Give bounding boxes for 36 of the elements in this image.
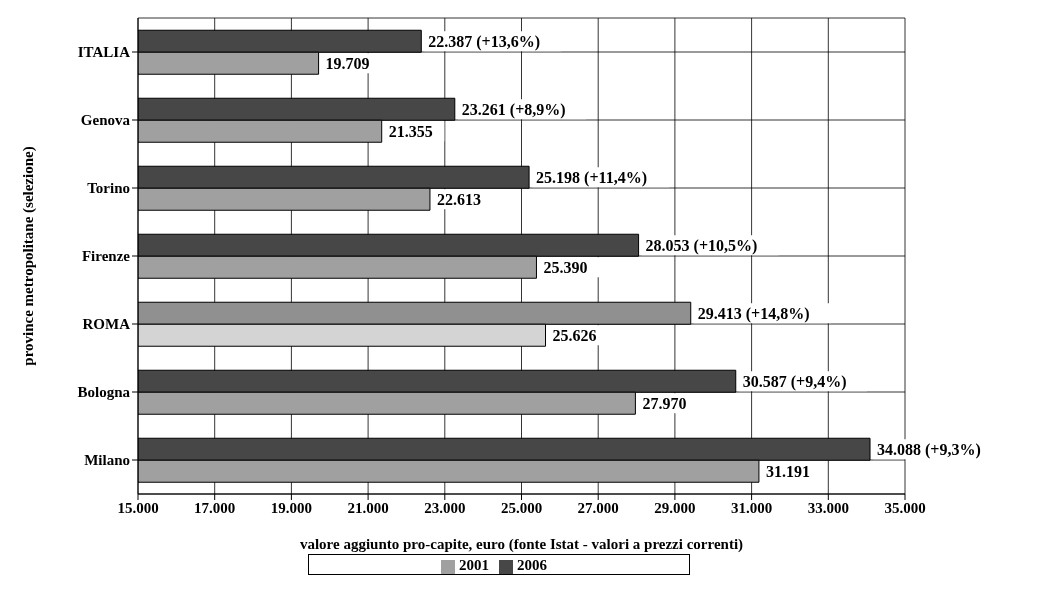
x-tick-label: 31.000: [730, 499, 773, 516]
legend-label: 2006: [517, 557, 547, 573]
x-tick-label: 27.000: [577, 499, 619, 516]
x-tick-label: 17.000: [194, 499, 236, 516]
x-tick-label: 29.000: [654, 499, 696, 516]
data-label: 19.709: [325, 55, 370, 73]
data-label: 28.053 (+10,5%): [645, 237, 758, 256]
data-label: 22.387 (+13,6%): [428, 33, 541, 52]
x-tick-label: 25.000: [500, 499, 543, 516]
y-tick-label: ITALIA: [77, 44, 131, 61]
x-axis-title: valore aggiunto pro-capite, euro (fonte Istat - valori a prezzi correnti): [299, 536, 744, 553]
y-axis-title: province metropolitane (selezione): [20, 146, 38, 366]
x-tick-label: 35.000: [884, 499, 926, 516]
data-label: 34.088 (+9,3%): [877, 441, 981, 460]
data-label: 23.261 (+8,9%): [461, 101, 566, 120]
x-tick-label: 21.000: [347, 499, 389, 516]
legend-label: 2001: [459, 557, 489, 573]
data-label: 25.198 (+11,4%): [536, 169, 647, 188]
y-tick-label: Firenze: [81, 248, 131, 265]
x-tick-label: 19.000: [270, 499, 313, 516]
x-tick-label: 33.000: [807, 499, 849, 516]
y-tick-label: Genova: [80, 112, 131, 129]
x-tick-label: 23.000: [424, 499, 466, 516]
data-label: 22.613: [436, 191, 481, 209]
data-label: 21.355: [388, 123, 433, 141]
data-label: 25.390: [543, 259, 588, 277]
data-label: 25.626: [552, 327, 597, 345]
y-tick-label: Torino: [87, 180, 130, 197]
y-tick-label: Bologna: [77, 384, 131, 401]
data-label: 29.413 (+14,8%): [697, 305, 810, 324]
data-label: 30.587 (+9,4%): [742, 373, 847, 392]
data-label: 27.970: [642, 395, 687, 413]
data-label: 31.191: [765, 463, 810, 481]
y-tick-label: ROMA: [82, 316, 131, 333]
x-tick-label: 15.000: [117, 499, 159, 516]
y-tick-label: Milano: [84, 452, 130, 469]
